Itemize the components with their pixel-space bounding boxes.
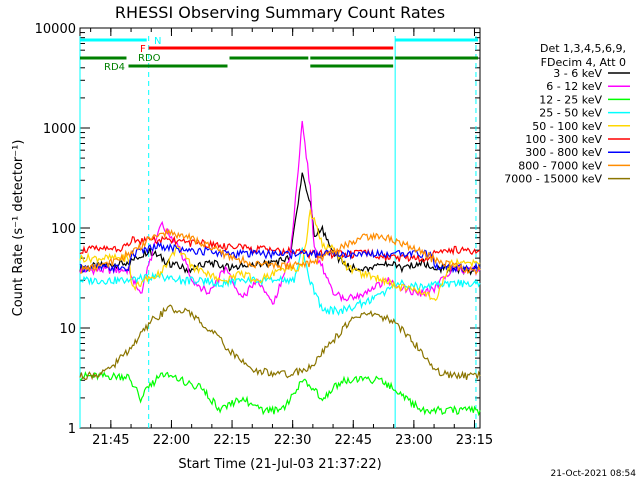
legend-entry-label: 50 - 100 keV <box>532 120 602 133</box>
axis-ticks: 21:45 22:00 22:15 22:30 22:45 23:00 23:15 1 10 10… <box>35 22 494 448</box>
x-axis-label: Start Time (21-Jul-03 21:37:22) <box>178 457 381 472</box>
state-bar-label: RDO <box>138 53 161 64</box>
x-tick-label: 21:45 <box>92 433 129 448</box>
series-line <box>79 120 481 305</box>
state-bar-label: F <box>140 44 146 55</box>
x-tick-label: 22:00 <box>153 433 190 448</box>
x-tick-label: 23:00 <box>395 433 432 448</box>
y-tick-label: 1 <box>68 422 76 437</box>
state-bar-label: N <box>154 36 161 47</box>
legend-header-1: Det 1,3,4,5,6,9, <box>540 42 626 55</box>
legend-entry-label: 300 - 800 keV <box>525 146 602 159</box>
plot-frame <box>79 27 481 429</box>
state-bar-label: RD4 <box>104 62 125 73</box>
legend-entry-label: 800 - 7000 keV <box>518 159 602 172</box>
series-line <box>79 172 481 276</box>
series-line <box>79 246 481 316</box>
y-axis-label: Count Rate (s⁻¹ detector⁻¹) <box>11 140 26 317</box>
legend-entry-label: 6 - 12 keV <box>546 80 602 93</box>
series-line <box>79 227 481 276</box>
legend-header-2: FDecim 4, Att 0 <box>541 56 626 69</box>
instrument-state-lines <box>79 36 477 428</box>
y-tick-label: 1000 <box>43 122 76 137</box>
series-line <box>79 304 481 381</box>
x-tick-label: 22:15 <box>213 433 250 448</box>
series-line <box>79 241 481 274</box>
data-series <box>79 120 481 417</box>
legend-entry-label: 12 - 25 keV <box>539 93 602 106</box>
legend-entry-label: 25 - 50 keV <box>539 107 602 120</box>
legend-entry-label: 3 - 6 keV <box>553 67 602 80</box>
y-tick-label: 10000 <box>35 22 76 37</box>
series-line <box>79 371 481 417</box>
series-line <box>79 209 481 302</box>
x-tick-label: 23:15 <box>456 433 493 448</box>
legend-entry-label: 100 - 300 keV <box>525 133 602 146</box>
x-tick-label: 22:30 <box>274 433 311 448</box>
x-tick-label: 22:45 <box>335 433 372 448</box>
legend-entry-label: 7000 - 15000 keV <box>504 173 602 186</box>
y-tick-label: 100 <box>51 222 76 237</box>
chart-title: RHESSI Observing Summary Count Rates <box>115 3 445 22</box>
timestamp: 21-Oct-2021 08:54 <box>551 469 637 479</box>
y-tick-label: 10 <box>59 322 76 337</box>
